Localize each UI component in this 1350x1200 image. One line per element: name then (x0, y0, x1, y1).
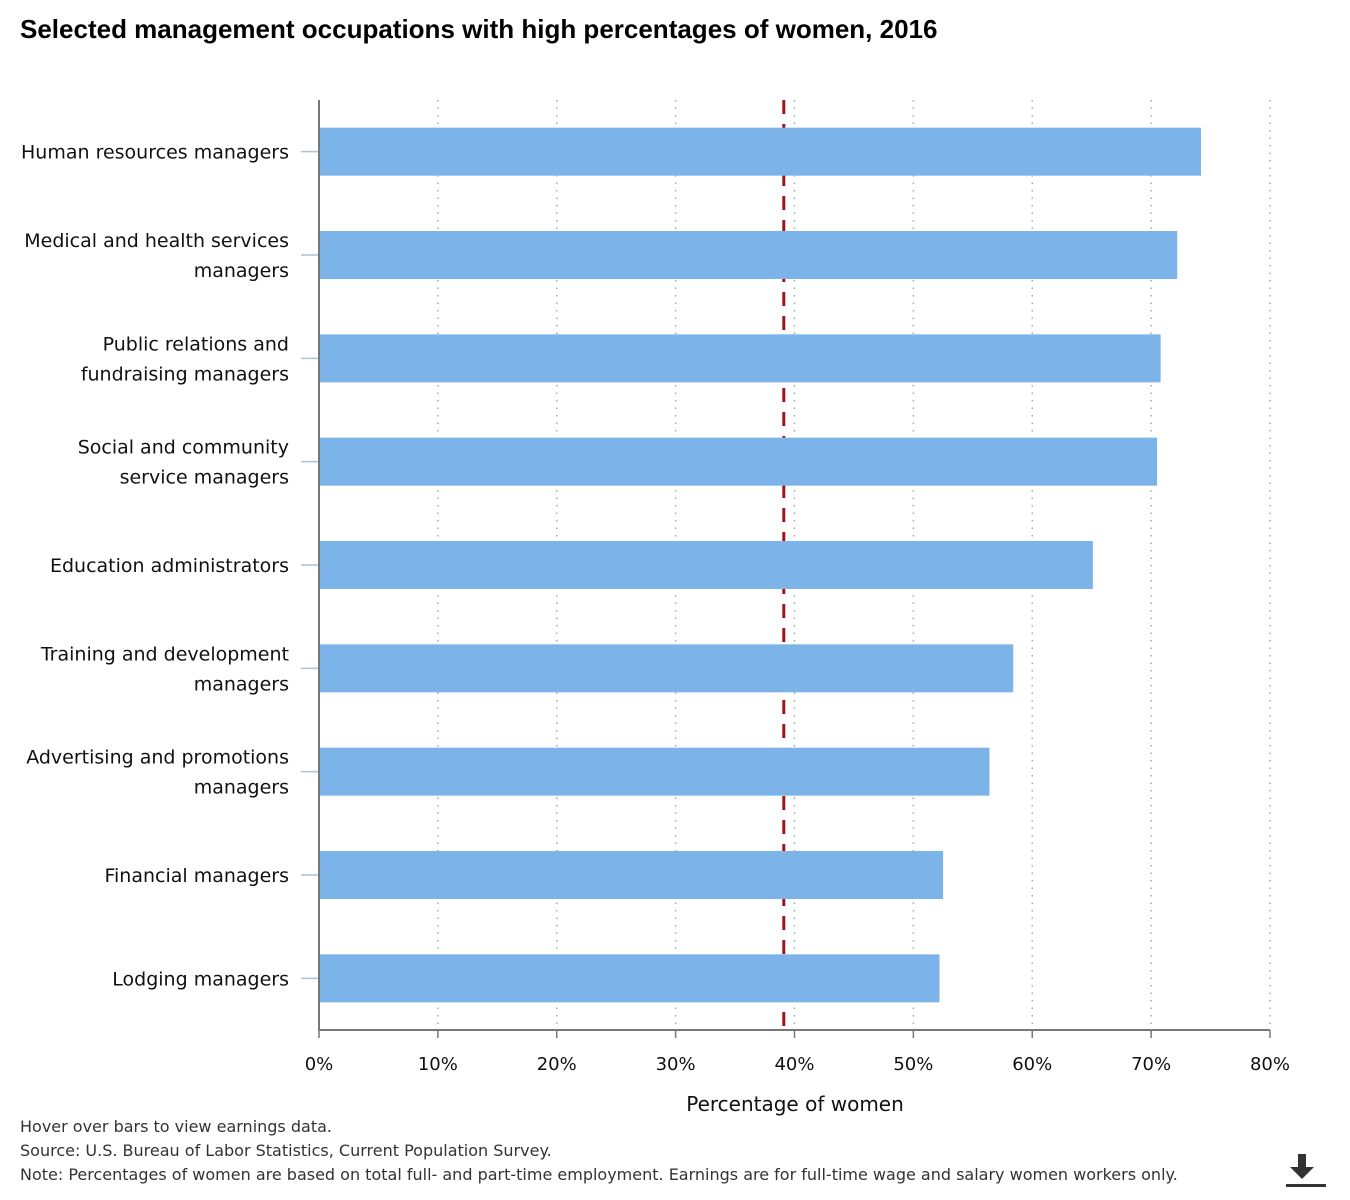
hover-note: Hover over bars to view earnings data. (20, 1117, 332, 1136)
footnote: Note: Percentages of women are based on … (20, 1165, 1178, 1184)
x-tick-label: 40% (774, 1054, 814, 1075)
bar (319, 437, 1158, 486)
x-tick-label: 80% (1250, 1054, 1290, 1075)
x-tick-label: 60% (1012, 1054, 1052, 1075)
category-label: Lodging managers (112, 968, 289, 990)
chart-notes: Hover over bars to view earnings data. S… (20, 1115, 1178, 1187)
category-label: Financial managers (104, 865, 289, 887)
x-axis-title: Percentage of women (686, 1092, 904, 1116)
category-label: managers (194, 777, 289, 799)
bar (319, 127, 1202, 176)
x-tick-label: 20% (537, 1054, 577, 1075)
bar (319, 231, 1178, 279)
category-label: Education administrators (50, 555, 289, 577)
x-tick-label: 10% (418, 1054, 458, 1075)
category-label: Social and community (78, 437, 289, 459)
bar (319, 851, 944, 899)
category-label: managers (194, 673, 289, 695)
bar (319, 747, 990, 796)
source-note: Source: U.S. Bureau of Labor Statistics,… (20, 1141, 552, 1160)
chart-title: Selected management occupations with hig… (20, 14, 938, 44)
x-tick-label: 0% (305, 1054, 334, 1075)
bar (319, 644, 1014, 693)
x-tick-label: 30% (656, 1054, 696, 1075)
bar (319, 954, 940, 1003)
category-label: Advertising and promotions (26, 747, 289, 769)
category-label: fundraising managers (81, 363, 289, 385)
category-label: Training and development (40, 643, 289, 665)
bar (319, 334, 1161, 383)
bar-chart: 0% 10% 20% 30% 40% 50% 60% 70% 80% Human resourc… (21, 100, 1290, 1116)
category-label: Medical and health services (24, 230, 289, 252)
category-label: Public relations and (103, 333, 289, 355)
download-icon (1286, 1154, 1326, 1187)
category-label: service managers (120, 467, 289, 489)
category-label: Human resources managers (21, 142, 289, 164)
download-button[interactable] (1282, 1150, 1328, 1196)
category-label: managers (194, 260, 289, 282)
x-tick-label: 70% (1131, 1054, 1171, 1075)
x-tick-label: 50% (893, 1054, 933, 1075)
bar (319, 541, 1093, 589)
